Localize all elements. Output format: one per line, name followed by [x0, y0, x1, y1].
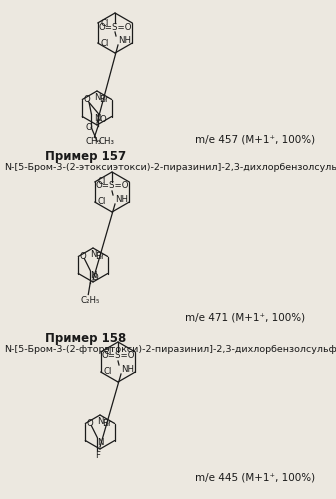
Text: CH₃: CH₃	[85, 137, 101, 146]
Text: Cl: Cl	[104, 347, 112, 356]
Text: Br: Br	[99, 95, 109, 104]
Text: N: N	[94, 93, 100, 102]
Text: C₂H₅: C₂H₅	[81, 296, 100, 305]
Text: O: O	[83, 95, 90, 104]
Text: N: N	[90, 271, 96, 280]
Text: NH: NH	[115, 195, 128, 204]
Text: Cl: Cl	[101, 18, 109, 27]
Text: Cl: Cl	[98, 198, 106, 207]
Text: O: O	[91, 273, 98, 282]
Text: CH₃: CH₃	[98, 137, 114, 146]
Text: O: O	[86, 123, 93, 132]
Text: O: O	[86, 419, 93, 428]
Text: O=S=O: O=S=O	[95, 182, 129, 191]
Text: Пример 157: Пример 157	[45, 150, 126, 163]
Text: Cl: Cl	[101, 38, 109, 47]
Text: NH: NH	[121, 364, 134, 373]
Text: O: O	[99, 115, 106, 124]
Text: Cl: Cl	[104, 367, 112, 377]
Text: Br: Br	[102, 419, 112, 428]
Text: N: N	[90, 250, 96, 259]
Text: O: O	[79, 252, 86, 261]
Text: NH: NH	[118, 35, 131, 44]
Text: m/e 471 (M+1⁺, 100%): m/e 471 (M+1⁺, 100%)	[185, 313, 305, 323]
Text: O=S=O: O=S=O	[98, 22, 132, 31]
Text: F: F	[95, 451, 100, 460]
Text: m/e 445 (M+1⁺, 100%): m/e 445 (M+1⁺, 100%)	[195, 473, 315, 483]
Text: N-[5-Бром-3-(2-этоксиэтокси)-2-пиразинил]-2,3-дихлорбензолсульфонамид: N-[5-Бром-3-(2-этоксиэтокси)-2-пиразинил…	[4, 163, 336, 172]
Text: N: N	[97, 417, 103, 426]
Text: N: N	[97, 438, 103, 447]
Text: O=S=O: O=S=O	[101, 351, 135, 360]
Text: Br: Br	[95, 252, 105, 261]
Text: Пример 158: Пример 158	[45, 332, 126, 345]
Text: m/e 457 (M+1⁺, 100%): m/e 457 (M+1⁺, 100%)	[195, 135, 315, 145]
Text: N-[5-Бром-3-(2-фторэтокси)-2-пиразинил]-2,3-дихлорбензолсульфонамид: N-[5-Бром-3-(2-фторэтокси)-2-пиразинил]-…	[4, 345, 336, 354]
Text: Cl: Cl	[98, 178, 106, 187]
Text: N: N	[94, 114, 100, 123]
